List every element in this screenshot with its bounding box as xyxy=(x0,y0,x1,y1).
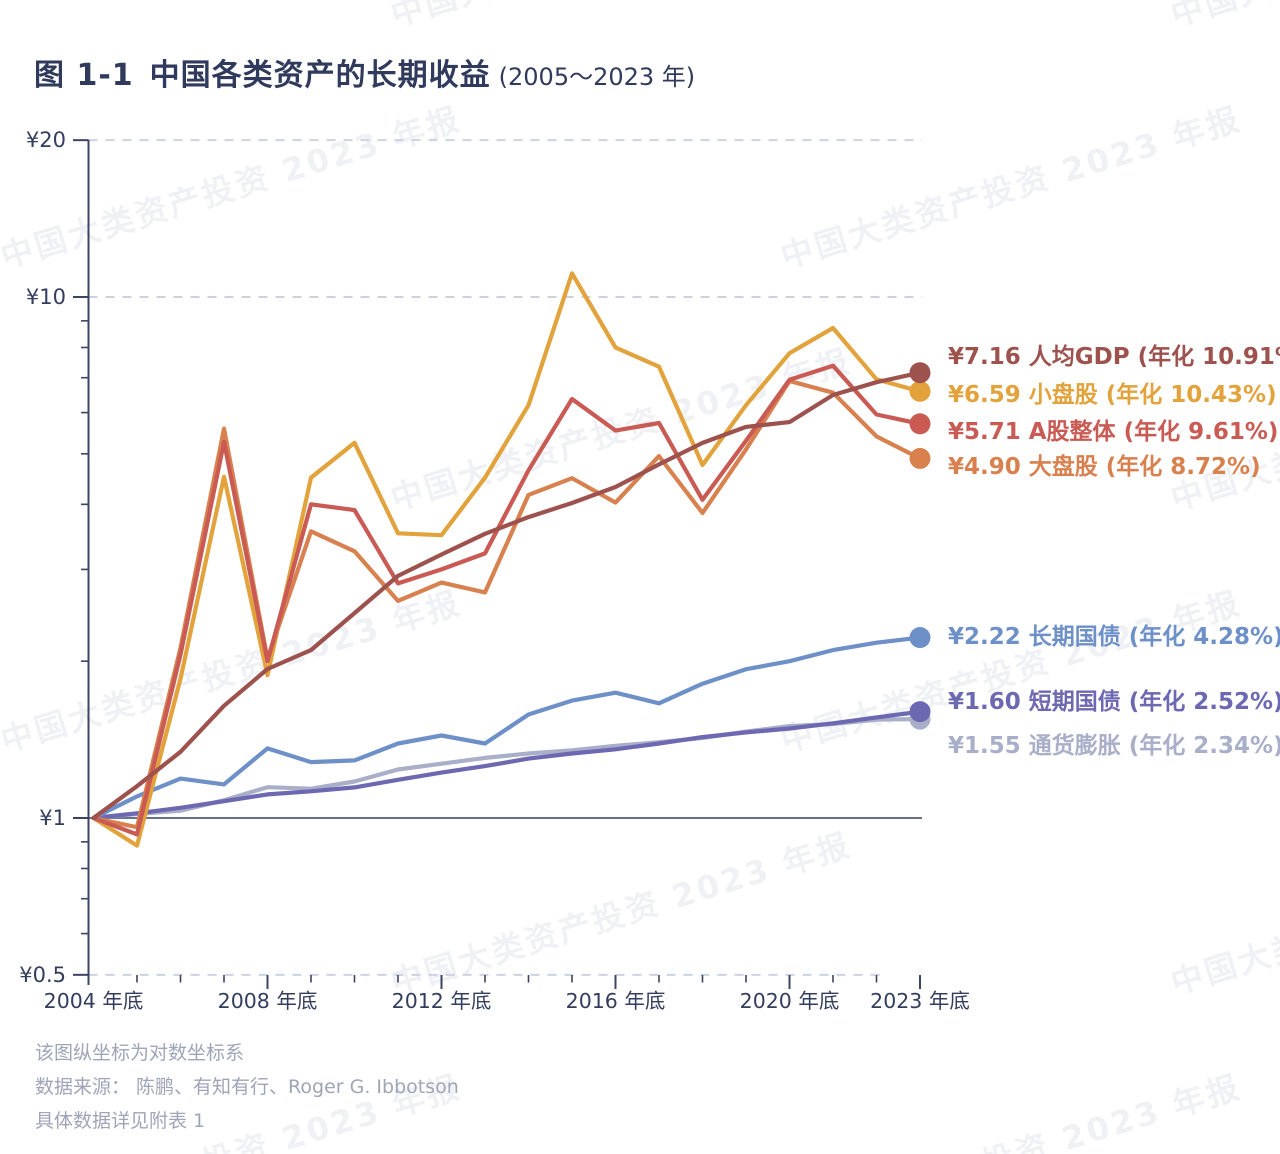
series-line-a_shares xyxy=(91,363,923,837)
series-line-short_bonds xyxy=(91,709,923,821)
series-label-inflation: ¥1.55 通货膨胀 (年化 2.34%) xyxy=(948,732,1280,759)
series-line-gdp xyxy=(91,370,923,821)
series-line-long_bonds xyxy=(91,635,923,821)
series-label-large_caps: ¥4.90 大盘股 (年化 8.72%) xyxy=(948,453,1261,480)
series-end-dot-large_caps xyxy=(909,447,931,469)
footnote-data-source: 数据来源： 陈鹏、有知有行、Roger G. Ibbotson xyxy=(35,1076,459,1098)
y-axis-label: ¥20 xyxy=(26,128,66,152)
y-axis-label: ¥1 xyxy=(39,806,66,830)
x-axis-label: 2004 年底 xyxy=(44,989,144,1013)
x-axis-label: 2008 年底 xyxy=(218,989,318,1013)
x-axis-label: 2023 年底 xyxy=(870,989,970,1013)
x-axis-label: 2016 年底 xyxy=(566,989,666,1013)
title-period: (2005～2023 年) xyxy=(498,63,696,91)
chart-footnotes: 该图纵坐标为对数坐标系 数据来源： 陈鹏、有知有行、Roger G. Ibbot… xyxy=(35,1036,459,1138)
chart-title: 图 1-1 中国各类资产的长期收益 (2005～2023 年) xyxy=(34,50,695,94)
series-end-dot-a_shares xyxy=(909,413,931,435)
series-line-small_caps xyxy=(91,271,923,848)
y-axis-label: ¥0.5 xyxy=(19,963,66,987)
figure-label: 图 1-1 xyxy=(34,58,134,93)
page-title: 中国各类资产的长期收益 xyxy=(149,58,491,93)
series-end-dot-long_bonds xyxy=(909,627,931,649)
series-end-dot-small_caps xyxy=(909,380,931,402)
series-label-long_bonds: ¥2.22 长期国债 (年化 4.28%) xyxy=(948,623,1280,650)
y-axis-label: ¥10 xyxy=(26,285,66,309)
x-axis-label: 2020 年底 xyxy=(740,989,840,1013)
series-end-dot-short_bonds xyxy=(909,701,931,723)
series-end-dot-gdp xyxy=(909,362,931,384)
series-label-a_shares: ¥5.71 A股整体 (年化 9.61%) xyxy=(948,418,1278,445)
x-axis-label: 2012 年底 xyxy=(392,989,492,1013)
series-label-short_bonds: ¥1.60 短期国债 (年化 2.52%) xyxy=(948,688,1280,715)
series-label-gdp: ¥7.16 人均GDP (年化 10.91%) xyxy=(948,343,1280,370)
footnote-log-scale: 该图纵坐标为对数坐标系 xyxy=(35,1042,245,1064)
footnote-appendix: 具体数据详见附表 1 xyxy=(35,1110,206,1132)
series-label-small_caps: ¥6.59 小盘股 (年化 10.43%) xyxy=(948,381,1277,408)
